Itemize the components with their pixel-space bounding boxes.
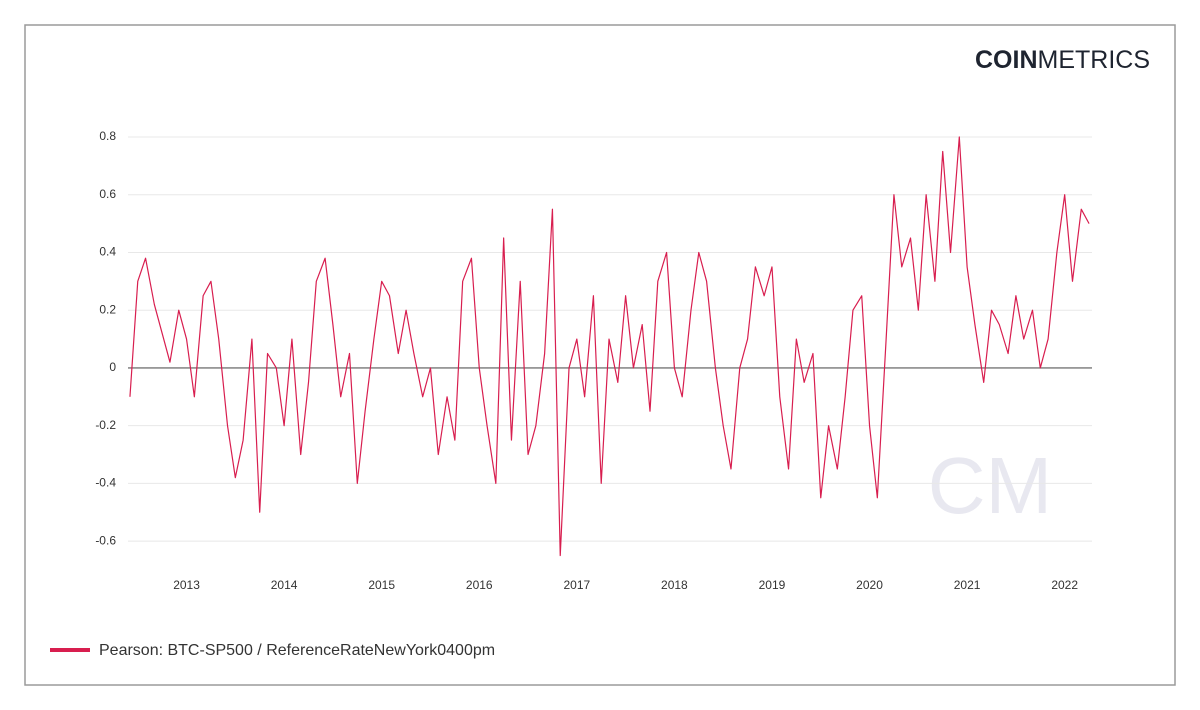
legend-label: Pearson: BTC-SP500 / ReferenceRateNewYor… — [99, 642, 495, 659]
x-tick-label: 2021 — [954, 578, 981, 592]
y-tick-label: 0.8 — [99, 129, 116, 143]
logo: COINMETRICS — [975, 46, 1150, 74]
y-tick-label: 0.4 — [99, 245, 116, 259]
y-tick-label: 0 — [109, 360, 116, 374]
x-tick-label: 2015 — [368, 578, 395, 592]
logo-bold: COIN — [975, 46, 1038, 74]
x-tick-label: 2014 — [271, 578, 298, 592]
logo-light: METRICS — [1038, 46, 1151, 74]
x-tick-label: 2019 — [759, 578, 786, 592]
x-tick-label: 2020 — [856, 578, 883, 592]
x-tick-label: 2018 — [661, 578, 688, 592]
x-tick-label: 2013 — [173, 578, 200, 592]
y-tick-label: -0.6 — [95, 533, 116, 547]
x-tick-label: 2017 — [563, 578, 590, 592]
y-tick-label: -0.2 — [95, 418, 116, 432]
x-tick-label: 2016 — [466, 578, 493, 592]
x-tick-label: 2022 — [1051, 578, 1078, 592]
watermark: CM — [928, 441, 1052, 530]
plot: 0.8 0.6 0.4 0.2 0 -0.2 -0.4 -0.6 2013 2014 2015 201… — [95, 129, 1092, 592]
y-tick-label: -0.4 — [95, 476, 116, 490]
frame — [24, 24, 1176, 686]
y-tick-label: 0.6 — [99, 187, 116, 201]
series-line — [129, 136, 1090, 557]
y-tick-label: 0.2 — [99, 302, 116, 316]
